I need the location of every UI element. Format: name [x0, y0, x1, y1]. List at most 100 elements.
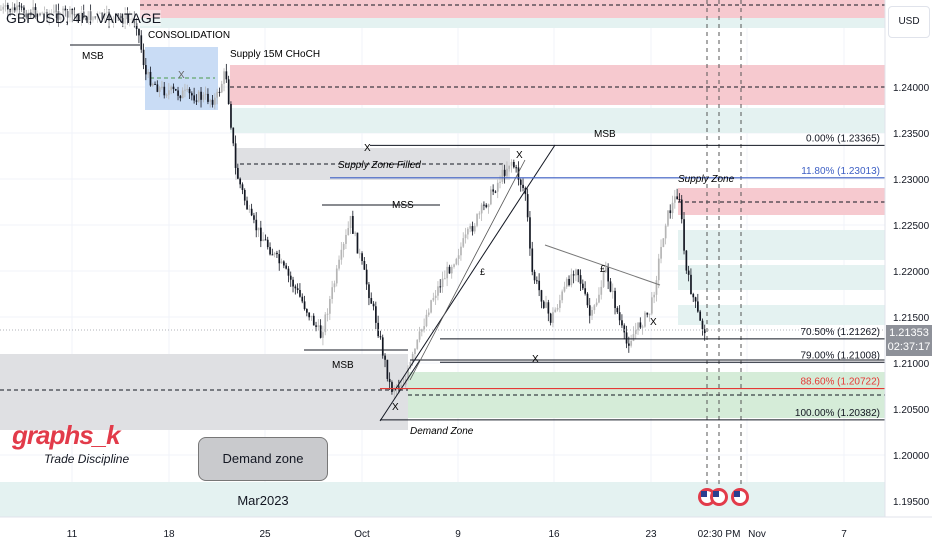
candle-body [349, 216, 352, 229]
candle-body [101, 12, 104, 19]
candle-body [607, 267, 610, 282]
candle-body [170, 86, 173, 91]
candle-body [211, 99, 214, 105]
candle-body [218, 91, 221, 93]
candle-body [664, 225, 667, 239]
supply-zone-label: Supply Zone [678, 174, 735, 185]
candle-body [345, 234, 347, 244]
candle-body [676, 196, 679, 200]
candle-body [503, 169, 506, 176]
candle-body [322, 332, 324, 338]
candle-body [62, 8, 64, 18]
candle-body [377, 322, 380, 337]
candle-body [701, 320, 704, 330]
candle-body [117, 13, 120, 17]
price-tick-label: 1.21000 [893, 359, 930, 370]
candle-body [556, 307, 559, 310]
neutral-zone [230, 108, 885, 133]
candle-body [36, 13, 39, 17]
candle-body [386, 359, 389, 379]
candle-body [156, 84, 159, 92]
candle-body [614, 290, 616, 309]
candle-body [25, 13, 28, 18]
candle-body [496, 182, 499, 192]
demand-zone-callout: Demand zone Mar2023 [198, 437, 328, 508]
candle-body [565, 278, 568, 287]
candle-body [393, 389, 396, 393]
candle-body [94, 16, 97, 18]
candle-body [545, 302, 547, 308]
candle-body [312, 315, 315, 326]
currency-button[interactable]: USD [888, 6, 930, 38]
candle-body [193, 95, 196, 101]
price-tick-label: 1.23500 [893, 129, 930, 140]
candle-body [644, 312, 646, 327]
price-tick-label: 1.22000 [893, 267, 930, 278]
candle-body [680, 199, 683, 220]
candle-body [87, 11, 90, 21]
candle-body [266, 239, 269, 248]
candle-body [559, 300, 561, 308]
supply-zone-15m [230, 65, 885, 105]
candle-body [57, 11, 60, 20]
candle-body [471, 226, 474, 232]
candle-body [600, 286, 603, 295]
price-axis[interactable]: 1.24000 1.23500 1.23000 1.22500 1.22000 1.215… [884, 0, 932, 517]
candle-body [533, 271, 536, 281]
price-tick-label: 1.24000 [893, 83, 930, 94]
candle-body [103, 12, 106, 19]
candle-body [151, 83, 154, 86]
time-tick-label: 23 [645, 529, 657, 540]
candle-body [195, 100, 198, 102]
candle-body [678, 199, 681, 201]
candle-body [319, 325, 322, 338]
candle-body [184, 89, 186, 91]
candle-body [30, 12, 32, 16]
candle-body [296, 288, 299, 291]
candle-body [450, 266, 453, 274]
candle-body [628, 343, 630, 346]
candle-body [467, 228, 469, 235]
annotation-labels: CONSOLIDATION Supply 15M CHoCH MSB MSB M… [82, 30, 735, 437]
candle-body [616, 308, 619, 313]
candle-body [575, 269, 577, 276]
candle-body [416, 339, 419, 349]
candle-body [485, 204, 488, 208]
candle-body [499, 181, 501, 183]
candle-body [542, 301, 545, 308]
supply-zone [678, 188, 885, 215]
candle-body [158, 87, 161, 92]
candle-body [324, 314, 327, 333]
candle-body [358, 253, 361, 255]
candle-body [536, 280, 538, 282]
candle-body [391, 382, 393, 393]
candle-body [381, 337, 384, 356]
neutral-zone [678, 305, 885, 325]
us-flag-icon [713, 491, 719, 497]
candle-body [641, 326, 644, 328]
candle-body [174, 89, 177, 91]
candle-body [9, 9, 12, 13]
candle-body [623, 325, 626, 333]
candle-body [444, 278, 446, 280]
candle-body [522, 184, 524, 188]
candle-body [250, 208, 253, 216]
candle-body [333, 283, 336, 288]
symbol-title[interactable]: GBPUSD, 4h, VANTAGE [6, 10, 162, 26]
candle-body [292, 279, 294, 287]
candle-body [547, 302, 550, 314]
event-flags[interactable] [698, 488, 749, 506]
time-axis[interactable]: 11 18 25 Oct 9 16 23 02:30 PM Nov 7 [0, 516, 932, 550]
candle-body [115, 13, 117, 17]
candle-body [476, 214, 478, 226]
demand-zone-label: Demand Zone [410, 426, 474, 437]
candle-body [71, 8, 74, 15]
mss-label: MSS [392, 200, 414, 211]
candle-body [697, 301, 699, 312]
fib-level-label: 79.00% (1.21008) [800, 350, 880, 361]
candle-body [407, 368, 409, 380]
candle-body [437, 286, 439, 296]
candle-body [439, 286, 442, 288]
